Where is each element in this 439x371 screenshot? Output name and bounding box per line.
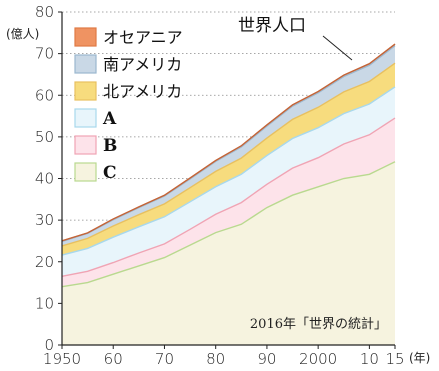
y-tick-label-0: 0 bbox=[44, 336, 54, 354]
x-tick-label-1970: 70 bbox=[155, 350, 174, 368]
legend-swatch-2 bbox=[74, 81, 97, 101]
x-tick-label-2000: 2000 bbox=[299, 350, 337, 368]
y-tick-label-50: 50 bbox=[35, 128, 54, 146]
legend-swatch-1 bbox=[74, 54, 97, 74]
y-tick-label-60: 60 bbox=[35, 86, 54, 104]
legend-label-3: A bbox=[102, 109, 117, 129]
y-axis-label: (億人) bbox=[6, 27, 39, 41]
y-tick-label-70: 70 bbox=[35, 45, 54, 63]
world-population-label: 世界人口 bbox=[238, 16, 306, 36]
legend-label-1: 南アメリカ bbox=[103, 55, 182, 74]
source-note: 2016年「世界の統計」 bbox=[250, 316, 387, 332]
line-series-1 bbox=[61, 117, 396, 277]
x-tick-label-1980: 80 bbox=[206, 350, 225, 368]
x-tick-label-1960: 60 bbox=[104, 350, 123, 368]
y-tick-label-20: 20 bbox=[35, 253, 54, 271]
area-series-3 bbox=[62, 63, 395, 256]
x-axis-unit: (年) bbox=[409, 351, 430, 365]
legend-swatch-3 bbox=[74, 108, 97, 128]
legend-swatch-4 bbox=[74, 135, 97, 155]
legend-label-2: 北アメリカ bbox=[103, 82, 182, 101]
area-series-0 bbox=[62, 161, 395, 345]
world-population-leader bbox=[322, 35, 353, 61]
legend-swatch-5 bbox=[74, 162, 97, 182]
line-series-2 bbox=[61, 86, 396, 256]
legend-label-0: オセアニア bbox=[103, 28, 183, 47]
stacked-areas bbox=[62, 44, 395, 345]
area-series-1 bbox=[62, 118, 395, 287]
legend-label-5: C bbox=[103, 163, 117, 183]
x-tick-label-2015: 15 bbox=[385, 350, 404, 368]
y-tick-label-40: 40 bbox=[35, 170, 54, 188]
area-series-2 bbox=[62, 86, 395, 277]
y-tick-label-10: 10 bbox=[35, 294, 54, 312]
legend-label-4: B bbox=[103, 136, 117, 156]
axes: 0 10 20 30 40 50 60 70 80 1950 60 70 80 90 2000 10 15 bbox=[35, 3, 405, 368]
line-series-0 bbox=[61, 161, 396, 288]
x-tick-label-2010: 10 bbox=[360, 350, 379, 368]
line-series-3 bbox=[61, 62, 396, 247]
legend-swatch-0 bbox=[74, 27, 97, 47]
x-tick-label-1950: 1950 bbox=[43, 350, 81, 368]
y-tick-label-30: 30 bbox=[35, 211, 54, 229]
y-tick-label-80: 80 bbox=[35, 3, 54, 21]
world-total-line bbox=[61, 43, 396, 242]
series-lines bbox=[61, 43, 396, 288]
x-tick-label-1990: 90 bbox=[257, 350, 276, 368]
